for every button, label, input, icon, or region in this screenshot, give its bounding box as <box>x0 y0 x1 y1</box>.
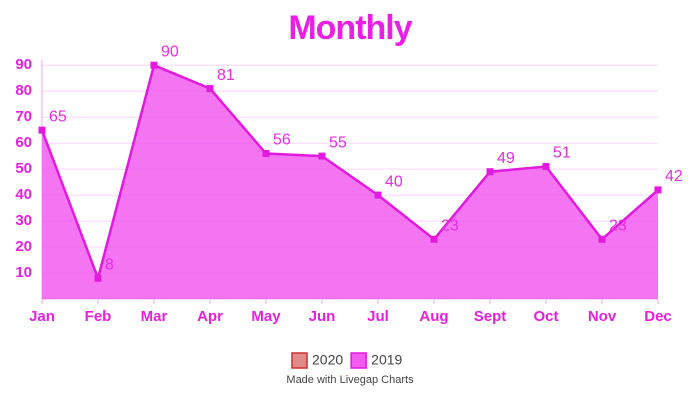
y-tick-label: 30 <box>15 212 32 229</box>
data-label: 90 <box>161 43 179 60</box>
x-tick-label: Dec <box>644 308 672 325</box>
point <box>262 150 270 158</box>
data-label: 51 <box>553 145 571 162</box>
line <box>40 63 659 283</box>
y-tick-label: 90 <box>15 56 32 73</box>
y-tick-label: 60 <box>15 134 32 151</box>
data-label: 40 <box>385 173 403 190</box>
y-tick-label: 20 <box>15 238 32 255</box>
point <box>430 235 438 243</box>
data-label: 81 <box>217 67 235 84</box>
y-tick-label: 80 <box>15 82 32 99</box>
point <box>38 126 46 134</box>
data-label: 49 <box>497 150 515 167</box>
x-tick-label: Aug <box>419 308 448 325</box>
point <box>374 191 382 199</box>
point <box>598 235 606 243</box>
data-label: 65 <box>49 108 67 125</box>
data-label: 42 <box>665 168 683 185</box>
legend-label: 2020 <box>312 352 343 368</box>
data-label: 23 <box>441 217 459 234</box>
point <box>150 61 158 69</box>
x-tick-label: Jul <box>367 308 389 325</box>
x-tick-label: Sept <box>474 308 507 325</box>
x-tick-label: Feb <box>85 308 112 325</box>
chart-title: Monthly <box>288 9 412 47</box>
data-label: 55 <box>329 134 347 151</box>
y-tick-label: 40 <box>15 186 32 203</box>
point <box>94 274 102 282</box>
data-label: 56 <box>273 132 291 149</box>
data-label: 23 <box>609 217 627 234</box>
x-tick-label: May <box>251 308 281 325</box>
footer: Made with Livegap Charts <box>286 374 414 386</box>
point <box>486 168 494 176</box>
x-tick-label: Jan <box>29 308 55 325</box>
point <box>318 152 326 160</box>
y-tick-label: 70 <box>15 108 32 125</box>
data-label: 8 <box>105 256 114 273</box>
legend-swatch <box>350 352 367 369</box>
x-tick-label: Mar <box>141 308 168 325</box>
x-tick-label: Apr <box>197 308 223 325</box>
legend-swatch <box>291 352 308 369</box>
point <box>654 186 662 194</box>
point <box>542 163 550 171</box>
y-tick-label: 10 <box>15 264 32 281</box>
x-tick-label: Nov <box>588 308 617 325</box>
x-tick-label: Oct <box>533 308 558 325</box>
x-tick-label: Jun <box>309 308 336 325</box>
point <box>206 85 214 93</box>
area <box>42 65 658 300</box>
legend-label: 2019 <box>371 352 402 368</box>
y-tick-label: 50 <box>15 160 32 177</box>
